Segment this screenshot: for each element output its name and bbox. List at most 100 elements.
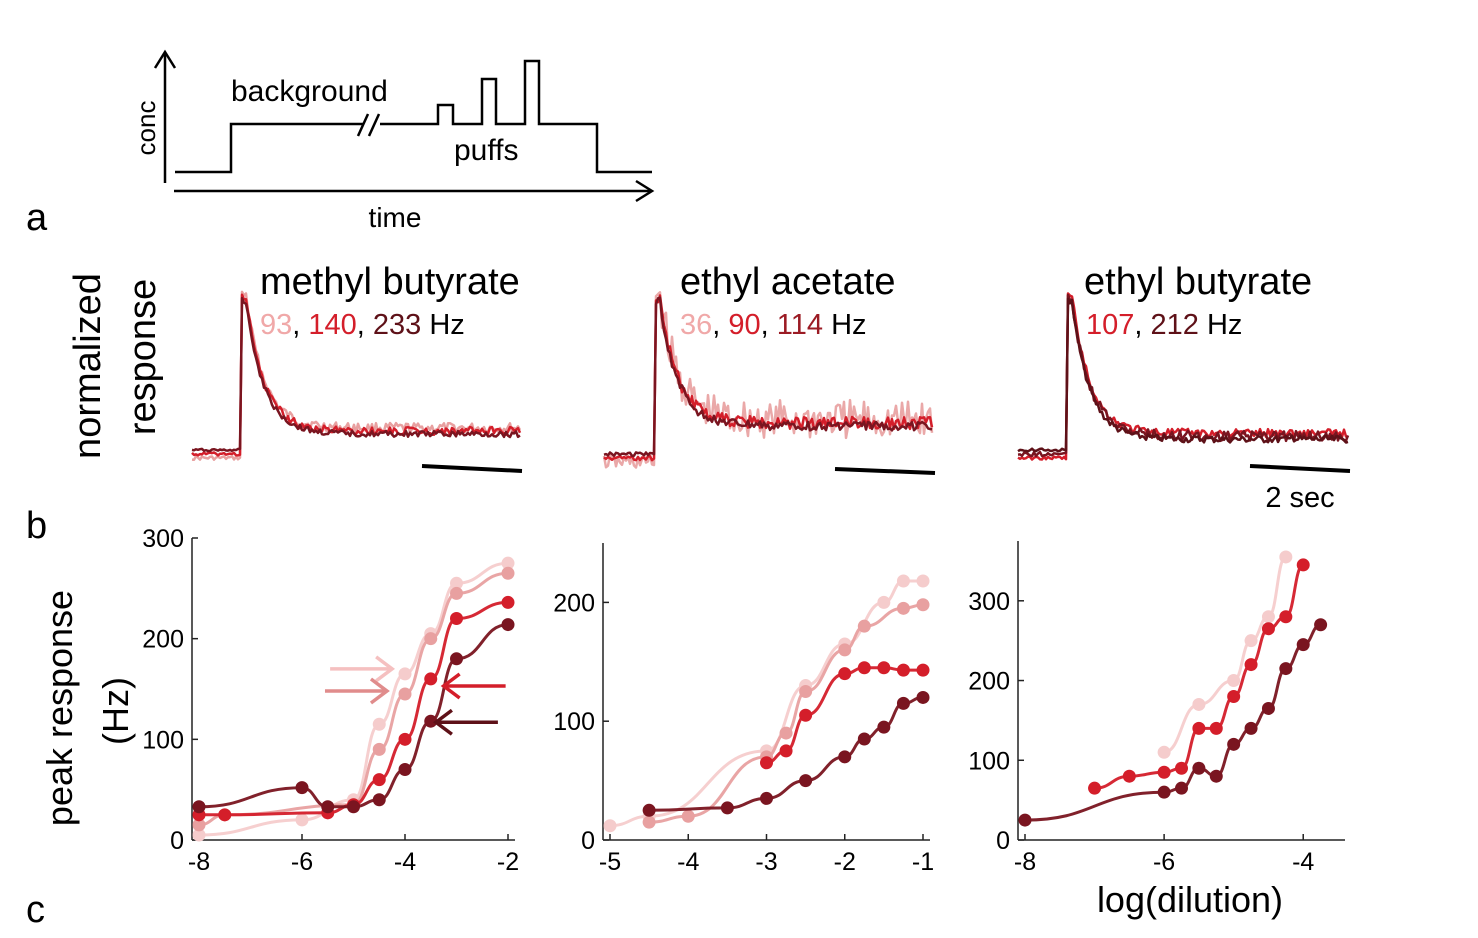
stimulus-schematic: conc time background puffs: [131, 49, 655, 233]
data-point: [1279, 662, 1293, 676]
schematic-ylabel: conc: [131, 101, 161, 156]
data-point: [192, 800, 206, 814]
data-point: [321, 800, 335, 814]
trace-panel-ethyl-butyrate: ethyl butyrate 107, 212 Hz 2 sec: [1017, 261, 1351, 514]
rate-unit: Hz: [429, 309, 464, 341]
time-scale-bar: [1249, 464, 1351, 473]
data-point: [398, 687, 412, 701]
data-point: [450, 652, 463, 666]
data-point: [501, 556, 515, 570]
data-point: [896, 663, 910, 677]
trace-title: methyl butyrate: [260, 261, 520, 303]
data-point: [295, 813, 309, 827]
data-point: [192, 818, 206, 832]
data-point: [838, 643, 852, 657]
data-point: [1122, 769, 1136, 783]
data-point: [372, 793, 386, 807]
y-tick-label: 300: [968, 588, 1010, 616]
data-point: [779, 726, 793, 740]
chart-xlabel: log(dilution): [1097, 879, 1283, 920]
data-point: [1157, 765, 1171, 779]
x-tick-label: -6: [291, 848, 313, 876]
x-tick-label: -2: [834, 848, 856, 876]
data-point: [799, 774, 813, 788]
data-point: [398, 732, 412, 746]
peak-response-ylabel-line1: peak response: [39, 590, 80, 826]
data-point: [857, 619, 871, 633]
data-point: [1192, 761, 1206, 775]
y-tick-label: 0: [996, 827, 1010, 855]
data-point: [1227, 674, 1241, 688]
data-point: [1192, 697, 1206, 711]
trace-rates: 93, 140, 233 Hz: [260, 309, 465, 341]
data-point: [779, 744, 793, 758]
y-tick-label: 200: [968, 668, 1010, 696]
data-point: [1157, 745, 1171, 759]
data-point: [799, 685, 813, 698]
response-trace: [603, 296, 933, 458]
traces-ylabel-line1: normalized: [67, 273, 109, 459]
y-tick-label: 300: [142, 525, 184, 553]
data-point: [838, 667, 852, 681]
data-point: [1157, 785, 1171, 799]
y-tick-label: 0: [581, 827, 595, 855]
data-point: [896, 574, 910, 588]
data-point: [1261, 610, 1275, 624]
data-point: [896, 601, 910, 615]
concentration-trace: [175, 122, 364, 174]
panel-label-a: a: [26, 197, 48, 239]
fit-curve: [198, 571, 509, 827]
data-point: [896, 696, 910, 710]
schematic-xlabel: time: [369, 202, 422, 233]
data-point: [1279, 550, 1293, 564]
trace-rates: 36, 90, 114 Hz: [680, 309, 867, 341]
x-tick-label: -3: [755, 848, 777, 876]
data-point: [347, 800, 360, 814]
data-point: [1227, 737, 1241, 751]
data-point: [398, 667, 412, 681]
x-tick-label: -4: [677, 848, 699, 876]
data-point: [372, 773, 386, 787]
data-point: [1314, 618, 1328, 632]
x-tick-label: -1: [912, 848, 934, 876]
trace-title: ethyl butyrate: [1084, 261, 1312, 303]
data-point: [372, 717, 386, 731]
data-point: [877, 595, 891, 609]
data-point: [501, 566, 515, 580]
data-point: [1018, 813, 1032, 827]
panel-label-c: c: [26, 889, 45, 931]
y-tick-label: 100: [553, 708, 595, 736]
data-point: [424, 632, 438, 646]
data-point: [916, 690, 930, 704]
fit-curve: [1094, 563, 1305, 790]
arrow-marker: [324, 677, 390, 705]
rate-unit: Hz: [831, 309, 866, 341]
data-point: [1175, 781, 1188, 795]
response-trace: [1017, 297, 1349, 453]
x-tick-label: -4: [1292, 848, 1314, 876]
y-tick-label: 200: [553, 589, 595, 617]
data-point: [1261, 701, 1275, 715]
data-point: [916, 598, 930, 612]
data-point: [857, 732, 871, 746]
fit-curve: [609, 579, 923, 828]
data-point: [424, 714, 438, 728]
fit-curve: [1024, 623, 1322, 822]
y-tick-label: 100: [142, 726, 184, 754]
rate-1: 140: [308, 309, 356, 341]
data-point: [916, 663, 930, 677]
fit-curve: [1163, 555, 1288, 754]
rate-0: 93: [260, 309, 292, 341]
data-point: [295, 781, 309, 795]
trace-panel-ethyl-acetate: ethyl acetate 36, 90, 114 Hz: [602, 261, 936, 475]
data-point: [1227, 689, 1241, 703]
rate-2: 233: [373, 309, 421, 341]
fit-curve: [198, 600, 509, 817]
x-tick-label: -4: [394, 848, 416, 876]
data-point: [372, 742, 386, 756]
chart-methyl-butyrate: 0 100 200 300 -8 -6 -4 -2: [142, 525, 519, 876]
data-point: [720, 801, 734, 815]
scale-bar-label: 2 sec: [1265, 482, 1334, 514]
data-point: [501, 595, 515, 609]
